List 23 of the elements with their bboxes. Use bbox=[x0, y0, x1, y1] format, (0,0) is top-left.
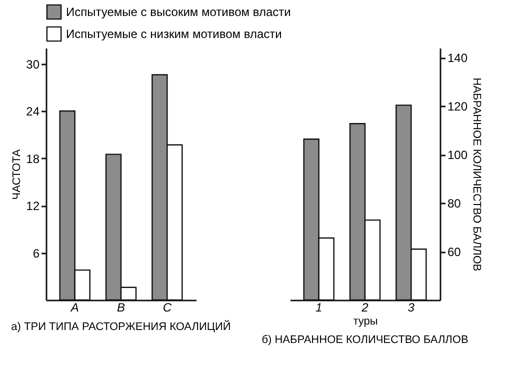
y-tick-label: 12 bbox=[26, 199, 40, 213]
y2-tick-label: 60 bbox=[448, 245, 462, 260]
x-tick-label: 2 bbox=[360, 300, 369, 314]
y-tick-label: 24 bbox=[26, 104, 40, 118]
y-tick-label: 6 bbox=[32, 246, 40, 260]
legend-label: Испытуемые с низким мотивом власти bbox=[66, 27, 282, 41]
y2-tick-label: 140 bbox=[448, 51, 468, 66]
x-tick-label: C bbox=[162, 300, 172, 314]
y-axis-title: ЧАСТОТА bbox=[11, 148, 24, 200]
x-tick-label: A bbox=[70, 300, 79, 314]
y-tick-label: 18 bbox=[26, 152, 40, 166]
y2-tick-label: 80 bbox=[448, 196, 462, 211]
x-tick-label: 1 bbox=[316, 300, 322, 314]
y2-tick-label: 100 bbox=[448, 148, 468, 162]
y-tick-label: 30 bbox=[26, 57, 40, 72]
x-tick-label: B bbox=[116, 300, 126, 314]
y2-axis-title: НАБРАННОЕ КОЛИЧЕСТВО БАЛЛОВ bbox=[470, 78, 483, 272]
y2-tick-label: 120 bbox=[448, 100, 468, 114]
x-axis-title: туры bbox=[353, 316, 378, 328]
x-tick-label: 3 bbox=[408, 300, 415, 314]
text: а) ТРИ ТИПА РАСТОРЖЕНИЯ КОАЛИЦИЙ bbox=[11, 320, 231, 333]
legend-label: Испытуемые с высоким мотивом власти bbox=[66, 5, 291, 19]
text: б) НАБРАННОЕ КОЛИЧЕСТВО БАЛЛОВ bbox=[262, 334, 468, 346]
